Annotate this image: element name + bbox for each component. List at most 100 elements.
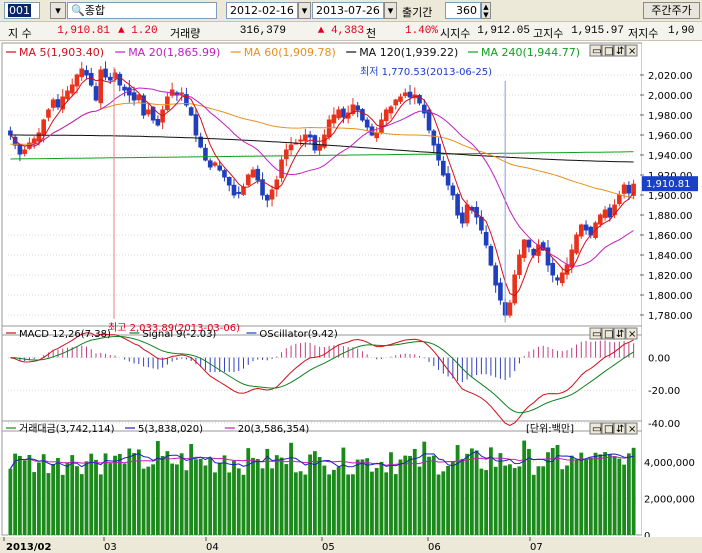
date-from-input[interactable]: 2012-02-16	[226, 2, 298, 19]
code-input[interactable]: 001	[4, 2, 40, 19]
candle-body	[398, 96, 403, 102]
candle	[212, 161, 218, 168]
candle	[155, 115, 161, 127]
candle-body	[236, 191, 242, 194]
volume-bar	[626, 453, 631, 535]
volume-bar	[113, 455, 117, 535]
volume-bar	[565, 465, 569, 535]
volume-bar	[132, 453, 136, 535]
volume-panel-frame	[1, 420, 643, 536]
candle	[264, 193, 270, 208]
date-to-picker[interactable]: ▾	[384, 2, 397, 19]
volume-bar	[579, 452, 584, 535]
candle-body	[136, 94, 142, 101]
stock-chart[interactable]: 2,020.00 2,000.00 1,980.00 1,960.00 1,940.00…	[0, 41, 702, 553]
candle-body	[455, 194, 460, 216]
open-label: 시지수	[440, 27, 471, 40]
volume-tick-label: 2,000,000	[644, 495, 695, 506]
date-to-input[interactable]: 2013-07-26	[312, 2, 384, 19]
candle	[222, 168, 227, 182]
maximize-icon-box	[601, 327, 614, 340]
volume-bar	[60, 474, 65, 535]
volume-bar	[427, 456, 431, 535]
volume-bar	[136, 449, 141, 535]
volume-bar	[284, 464, 289, 535]
volume-bar	[431, 455, 436, 535]
volume-bar	[479, 468, 484, 535]
candle-body	[517, 254, 522, 275]
volume-bar	[603, 452, 607, 535]
candle	[545, 239, 551, 272]
candle	[74, 73, 80, 94]
volume-bar	[312, 451, 317, 535]
volume-bar	[270, 468, 274, 535]
candle	[488, 243, 494, 267]
candle	[441, 156, 446, 177]
volume-bar	[370, 471, 374, 535]
close-icon-box	[625, 327, 638, 340]
candle	[479, 210, 484, 235]
volume-bar	[460, 458, 465, 535]
settings-icon: ⇵	[616, 424, 624, 435]
candle	[146, 103, 151, 117]
volume-bar	[408, 455, 412, 535]
toolbar: 001 ▾ 🔍종합 2012-02-16 ▾ 2013-07-26 ▾ 출기간 …	[0, 0, 702, 22]
candle-body	[84, 70, 89, 76]
index-label: 지 수	[8, 27, 32, 40]
x-tick-label: 03	[104, 542, 117, 553]
volume-bar	[293, 472, 298, 535]
date-from-picker[interactable]: ▾	[298, 2, 311, 19]
candle-body	[231, 184, 237, 196]
macd-panel[interactable]	[8, 332, 636, 426]
candle-body	[22, 149, 27, 154]
restore-icon: ▭	[592, 46, 601, 57]
price-panel[interactable]	[8, 61, 636, 318]
high-label: 고지수	[533, 27, 564, 40]
count-stepper[interactable]: ▲ ▼	[481, 2, 491, 19]
stock-name-field[interactable]: 🔍종합	[67, 2, 217, 19]
candle	[31, 136, 37, 149]
volume-panel[interactable]	[8, 440, 636, 536]
candle-body	[41, 119, 46, 136]
count-input[interactable]: 360	[445, 2, 481, 19]
close-icon-box	[625, 44, 638, 57]
candle	[602, 206, 608, 221]
period-button[interactable]: 주간주가	[643, 2, 700, 19]
volume-legend-item: 5(3,838,020)	[138, 424, 203, 435]
maximize-icon-box	[601, 422, 614, 435]
volume-bar	[217, 462, 222, 535]
candle	[564, 257, 570, 280]
macd-legend-item: Signal 9(-2.03)	[142, 329, 216, 340]
volume-bar	[550, 447, 555, 535]
candle-body	[388, 106, 394, 114]
y-axis-strip	[642, 41, 702, 553]
candle-body	[122, 86, 127, 91]
count-label: 출기간	[402, 6, 433, 19]
volume-bar	[203, 465, 208, 535]
volume-bar	[617, 458, 622, 535]
price-legend-item: MA 120(1,939.22)	[359, 46, 458, 59]
candle	[421, 99, 427, 119]
candle-body	[578, 224, 584, 237]
candle	[217, 160, 223, 172]
candle-body	[17, 144, 23, 155]
volume-bar	[389, 452, 393, 535]
candle-body	[146, 109, 151, 115]
code-dropdown-button[interactable]: ▾	[50, 2, 66, 19]
candle-body	[317, 144, 322, 151]
settings-icon-box	[613, 44, 626, 57]
price-tick-label: 1,840.00	[648, 251, 693, 262]
volume-bar	[393, 474, 398, 535]
candle-body	[98, 69, 104, 104]
candle	[150, 106, 156, 124]
maximize-icon: □	[604, 46, 613, 57]
candle-body	[341, 108, 346, 118]
volume-bar	[298, 471, 303, 535]
price-tick-label: 2,020.00	[648, 71, 693, 82]
candle	[417, 93, 422, 106]
volume-bar	[89, 453, 94, 535]
volume-bar	[198, 458, 203, 535]
candle	[98, 66, 104, 109]
candle-body	[8, 130, 13, 136]
volume-bar	[41, 454, 46, 535]
